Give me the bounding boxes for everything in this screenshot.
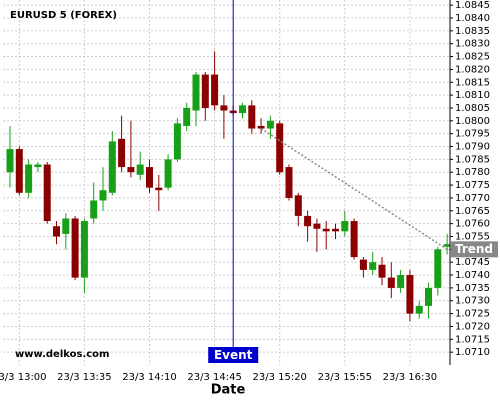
chart-title: EURUSD 5 (FOREX) (10, 10, 117, 21)
candle-body (425, 287, 432, 306)
y-tick-label: 1.0780 (455, 167, 490, 178)
y-tick-label: 1.0725 (455, 309, 490, 320)
y-tick-label: 1.0830 (455, 39, 490, 50)
candle-body (341, 221, 349, 232)
candle-body (164, 159, 172, 188)
trend-label-box (451, 241, 498, 258)
candle-body (183, 107, 191, 126)
y-tick-label: 1.0820 (455, 64, 490, 75)
trend-label: Trend (455, 242, 493, 256)
candle-body (434, 249, 442, 288)
y-tick-label: 1.0740 (455, 270, 490, 281)
x-tick-label: 23/3 16:30 (383, 372, 437, 383)
candle-body (118, 138, 126, 168)
candle-body (313, 223, 321, 229)
candle-body (406, 275, 414, 314)
candle-body (332, 228, 339, 232)
candle-body (192, 74, 200, 111)
candle-body (146, 167, 153, 188)
y-tick-label: 1.0815 (455, 77, 490, 88)
candle-body (415, 305, 423, 314)
y-tick-label: 1.0760 (455, 219, 490, 230)
candle-body (25, 164, 33, 193)
y-tick-label: 1.0710 (455, 347, 490, 358)
candle-body (71, 218, 79, 278)
x-axis-title: Date (211, 383, 246, 398)
candle-body (136, 164, 144, 175)
y-tick-label: 1.0800 (455, 116, 490, 127)
candle-body (378, 264, 386, 278)
x-tick-label: 23/3 15:20 (252, 372, 306, 383)
candle-body (173, 123, 181, 160)
candle-body (239, 105, 246, 114)
candle-body (397, 275, 405, 288)
candle-body (43, 164, 51, 222)
candle-body (6, 149, 14, 173)
candle-body (127, 167, 135, 173)
y-tick-label: 1.0720 (455, 321, 490, 332)
candle-body (294, 195, 302, 216)
candle-body (266, 120, 274, 129)
y-tick-label: 1.0840 (455, 13, 490, 24)
y-tick-label: 1.0790 (455, 142, 490, 153)
candle-body (285, 167, 293, 198)
candle-body (80, 221, 88, 278)
x-tick-label: 23/3 13:00 (0, 372, 47, 383)
y-tick-label: 1.0845 (455, 0, 490, 11)
x-tick-label: 23/3 13:35 (57, 372, 111, 383)
watermark: www.delkos.com (15, 349, 109, 360)
y-tick-label: 1.0825 (455, 52, 490, 63)
candles (6, 51, 451, 322)
y-tick-label: 1.0730 (455, 296, 490, 307)
trend-line (260, 127, 448, 250)
candle-body (350, 221, 358, 258)
candle-body (248, 105, 256, 129)
y-tick-label: 1.0770 (455, 193, 490, 204)
candle-body (322, 228, 330, 232)
y-tick-label: 1.0715 (455, 334, 490, 345)
y-tick-label: 1.0765 (455, 206, 490, 217)
event-label-box (208, 347, 259, 363)
candle-body (443, 244, 451, 247)
candle-body (108, 141, 116, 193)
y-tick-label: 1.0785 (455, 154, 490, 165)
y-tick-label: 1.0735 (455, 283, 490, 294)
y-tick-label: 1.0835 (455, 26, 490, 37)
event-label: Event (214, 348, 253, 362)
candle-body (369, 262, 377, 270)
candle-body (90, 200, 98, 219)
candle-body (201, 74, 209, 108)
x-tick-label: 23/3 15:55 (318, 372, 372, 383)
y-tick-label: 1.0755 (455, 231, 490, 242)
x-tick-label: 23/3 14:45 (187, 372, 241, 383)
y-tick-label: 1.0795 (455, 129, 490, 140)
candle-body (276, 123, 284, 173)
candle-body (99, 190, 107, 201)
candle-body (304, 215, 312, 227)
candle-body (387, 277, 395, 288)
y-tick-label: 1.0805 (455, 103, 490, 114)
candle-body (15, 149, 23, 193)
candle-body (257, 125, 265, 129)
candle-body (155, 187, 163, 191)
candle-body (220, 105, 228, 111)
candle-body (53, 226, 60, 237)
candle-body (211, 74, 219, 106)
candle-body (359, 259, 367, 270)
y-tick-label: 1.0810 (455, 90, 490, 101)
x-tick-label: 23/3 14:10 (122, 372, 176, 383)
candle-body (62, 218, 70, 234)
y-tick-label: 1.0775 (455, 180, 490, 191)
y-tick-label: 1.0745 (455, 257, 490, 268)
candle-body (34, 164, 42, 168)
